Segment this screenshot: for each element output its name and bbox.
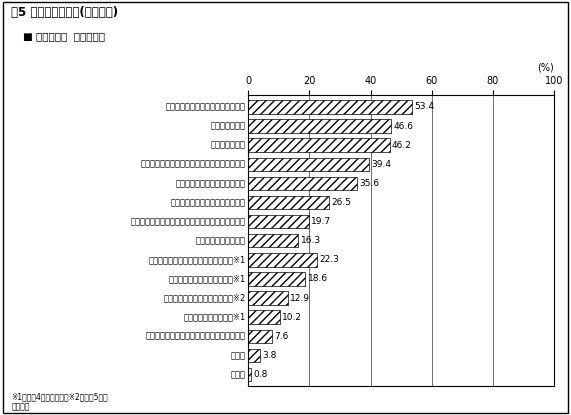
Bar [248, 272, 305, 286]
Text: 7.6: 7.6 [274, 332, 288, 341]
Bar [248, 330, 272, 343]
Text: 問5 住宅の選択理由(複数回答): 問5 住宅の選択理由(複数回答) [11, 6, 119, 19]
Text: 住宅の立地環境が良かったから: 住宅の立地環境が良かったから [175, 179, 246, 188]
Text: 39.4: 39.4 [371, 160, 391, 169]
Bar [248, 234, 298, 247]
Bar [248, 291, 288, 305]
Text: その他: その他 [231, 351, 246, 360]
Bar [248, 253, 316, 266]
Text: 19.7: 19.7 [311, 217, 331, 226]
Text: 0.8: 0.8 [254, 370, 268, 379]
Text: 26.5: 26.5 [332, 198, 352, 207]
Text: 18.6: 18.6 [308, 274, 328, 283]
Text: 将来、売却した場合の価格が期待できるから: 将来、売却した場合の価格が期待できるから [146, 332, 246, 341]
Text: 住宅のデザイン・広さ・設備等が良かったから: 住宅のデザイン・広さ・設備等が良かったから [140, 160, 246, 169]
Text: 22.3: 22.3 [319, 255, 339, 264]
Text: 職場から近かったから※1: 職場から近かったから※1 [183, 312, 246, 322]
Text: 46.2: 46.2 [392, 141, 412, 150]
Text: 3.8: 3.8 [263, 351, 277, 360]
Bar [248, 310, 280, 324]
Bar [248, 139, 389, 152]
Text: 昔から住んでいる地域だったから: 昔から住んでいる地域だったから [171, 198, 246, 207]
Bar [248, 215, 308, 228]
Text: ※1は令和4年度より調査※2は令和5年度: ※1は令和4年度より調査※2は令和5年度 [11, 392, 108, 401]
Text: 一戸建てだから: 一戸建てだから [211, 141, 246, 150]
Text: 子育てに適した環境だったから※2: 子育てに適した環境だったから※2 [163, 293, 246, 303]
Bar [248, 158, 369, 171]
Bar [248, 120, 391, 133]
Text: 12.9: 12.9 [290, 293, 310, 303]
Text: 10.2: 10.2 [282, 312, 302, 322]
Text: 信頼できる住宅メーカーだったから: 信頼できる住宅メーカーだったから [166, 103, 246, 111]
Text: 35.6: 35.6 [360, 179, 380, 188]
Text: より調査: より調査 [11, 403, 30, 412]
Text: 16.3: 16.3 [300, 236, 321, 245]
Bar [248, 177, 357, 190]
Bar [248, 196, 329, 209]
Text: 交通の利便性が良かったから※1: 交通の利便性が良かったから※1 [168, 274, 246, 283]
Text: 無回答: 無回答 [231, 370, 246, 379]
Text: 親・子供などと同居・または近くに住んでいたから: 親・子供などと同居・または近くに住んでいたから [131, 217, 246, 226]
Bar [248, 368, 251, 381]
Text: 53.4: 53.4 [414, 103, 434, 111]
Bar [248, 349, 260, 362]
Text: 価格が適切だったから: 価格が適切だったから [195, 236, 246, 245]
Text: ■ 三大都市圏  令和５年度: ■ 三大都市圏 令和５年度 [23, 31, 105, 41]
Text: 災害発生リスクの低い地域だったから※1: 災害発生リスクの低い地域だったから※1 [148, 255, 246, 264]
Text: 46.6: 46.6 [393, 122, 413, 131]
Text: 新築住宅だから: 新築住宅だから [211, 122, 246, 131]
Bar [248, 100, 412, 114]
Text: (%): (%) [537, 63, 554, 73]
